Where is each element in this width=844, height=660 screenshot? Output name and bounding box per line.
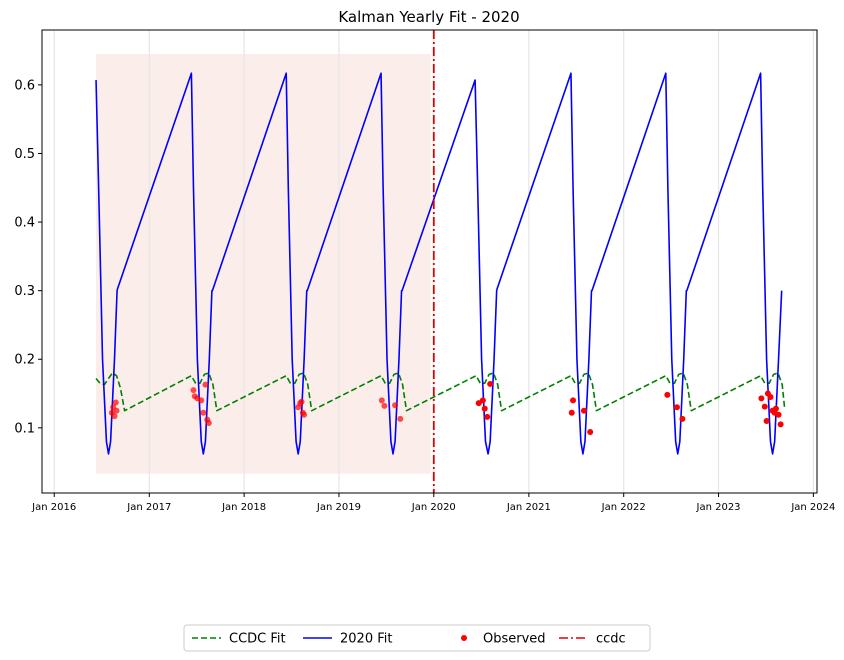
observed-point-19 — [381, 402, 388, 409]
series-line-2020-fit — [95, 72, 783, 455]
x-tick-label: Jan 2020 — [411, 502, 456, 513]
observed-point-28 — [570, 397, 577, 404]
observed-point-2 — [111, 413, 118, 420]
legend-label: 2020 Fit — [340, 632, 392, 647]
observed-point-17 — [301, 411, 308, 418]
observed-point-43 — [777, 421, 784, 428]
x-tick-label: Jan 2023 — [696, 502, 741, 513]
observed-point-27 — [568, 409, 575, 416]
observed-point-9 — [200, 409, 207, 416]
observed-point-3 — [112, 399, 119, 406]
y-tick-label: 0.4 — [14, 216, 35, 231]
observed-point-23 — [479, 397, 486, 404]
y-tick-label: 0.3 — [14, 284, 35, 299]
observed-point-18 — [378, 397, 385, 404]
observed-point-42 — [775, 411, 782, 418]
x-tick-label: Jan 2017 — [126, 502, 171, 513]
observed-point-34 — [758, 395, 765, 402]
observed-point-8 — [198, 397, 205, 404]
observed-point-20 — [392, 402, 399, 409]
observed-point-15 — [298, 398, 305, 405]
observed-point-32 — [673, 404, 680, 411]
y-tick-label: 0.6 — [14, 78, 35, 93]
observed-point-12 — [205, 420, 212, 427]
x-tick-label: Jan 2024 — [790, 502, 835, 513]
observed-point-36 — [763, 417, 770, 424]
x-tick-label: Jan 2022 — [601, 502, 646, 513]
x-tick-label: Jan 2016 — [31, 502, 76, 513]
x-tick-label: Jan 2019 — [316, 502, 361, 513]
y-tick-label: 0.1 — [14, 421, 35, 436]
observed-point-5 — [190, 387, 197, 394]
observed-point-38 — [767, 393, 774, 400]
observed-point-24 — [481, 405, 488, 412]
observed-point-41 — [772, 405, 779, 412]
observed-point-33 — [679, 415, 686, 422]
plot-area: Jan 2016 Jan 2017 Jan 2018 Jan 2019 Jan 2020… — [14, 29, 835, 513]
observed-point-35 — [761, 403, 768, 410]
legend-label: CCDC Fit — [229, 632, 286, 647]
plot-frame — [41, 29, 818, 494]
observed-point-26 — [487, 380, 494, 387]
legend-marker-observed — [461, 635, 467, 641]
observed-point-4 — [113, 407, 120, 414]
observed-point-31 — [664, 391, 671, 398]
x-tick-label: Jan 2018 — [221, 502, 266, 513]
legend: CCDC Fit 2020 Fit Observed ccdc — [183, 624, 651, 652]
series-line-ccdc-fit — [95, 372, 786, 412]
shaded-region — [96, 54, 431, 474]
x-tick-label: Jan 2021 — [506, 502, 551, 513]
observed-point-10 — [202, 381, 209, 388]
legend-label: ccdc — [596, 632, 626, 647]
observed-point-25 — [484, 413, 491, 420]
observed-point-21 — [397, 415, 404, 422]
legend-box — [183, 624, 651, 652]
observed-point-30 — [587, 428, 594, 435]
legend-label: Observed — [483, 632, 546, 647]
y-tick-label: 0.2 — [14, 353, 35, 368]
y-tick-label: 0.5 — [14, 147, 35, 162]
chart-title: Kalman Yearly Fit - 2020 — [338, 8, 519, 26]
observed-point-29 — [580, 407, 587, 414]
